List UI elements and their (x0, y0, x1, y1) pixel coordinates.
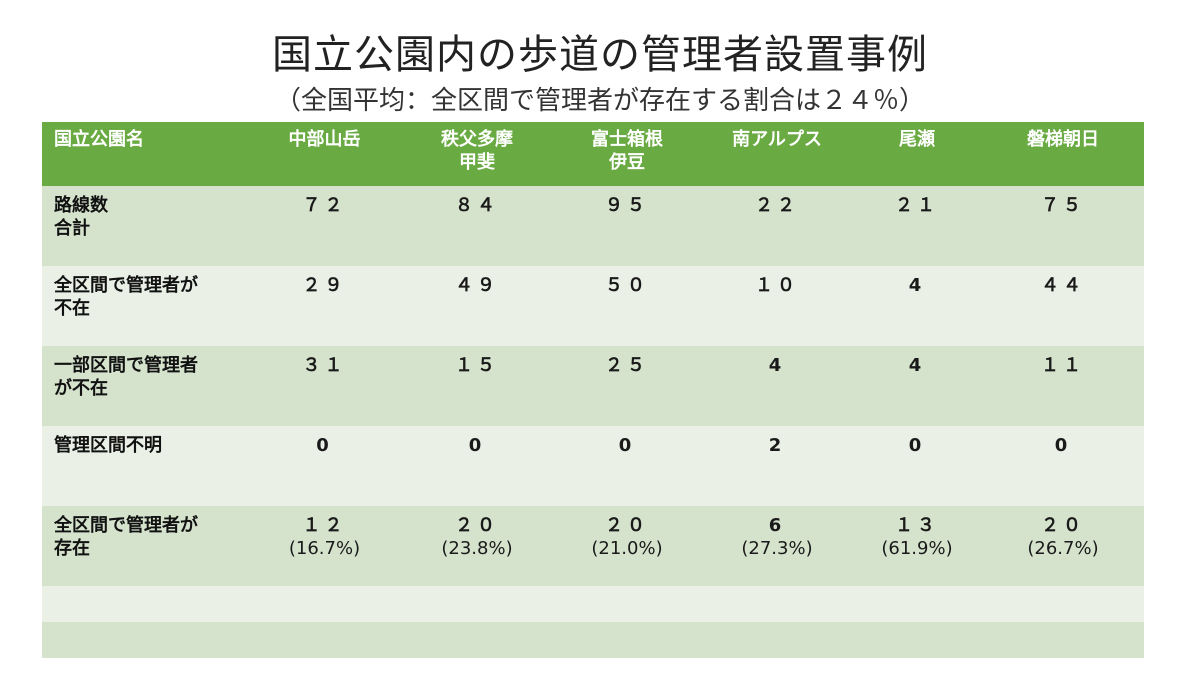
table-row-manager-all: 全区間で管理者が 存在 １２ (16.7%) ２０ (23.8%) ２０ (21.0%… (42, 506, 1144, 586)
table-cell: ７２ (247, 186, 402, 266)
table-cell: ２１ (852, 186, 982, 266)
table-cell: 4 (702, 346, 852, 426)
table-cell: ２０ (23.8%) (402, 506, 552, 586)
table-cell: 0 (852, 426, 982, 506)
table-cell: 0 (247, 426, 402, 506)
table-cell: ２９ (247, 266, 402, 346)
header-chichibu-tama-kai: 秩父多摩 甲斐 (402, 122, 552, 186)
table-cell: 0 (552, 426, 702, 506)
table-cell: １１ (982, 346, 1144, 426)
percent-value: (21.0%) (591, 538, 663, 559)
table-cell: 0 (402, 426, 552, 506)
table-cell: 4 (852, 346, 982, 426)
park-trail-management-table: 国立公園名 中部山岳 秩父多摩 甲斐 富士箱根 伊豆 南アルプス 尾瀬 磐梯朝日… (42, 122, 1144, 658)
table-cell: ５０ (552, 266, 702, 346)
table-row-total-routes: 路線数 合計 ７２ ８４ ９５ ２２ ２１ ７５ (42, 186, 1144, 266)
header-fuji-hakone-izu: 富士箱根 伊豆 (552, 122, 702, 186)
table-cell: ４９ (402, 266, 552, 346)
row-label: 全区間で管理者が 不在 (42, 266, 247, 346)
table-row-no-manager-partial: 一部区間で管理者 が不在 ３１ １５ ２５ 4 4 １１ (42, 346, 1144, 426)
percent-value: (27.3%) (741, 538, 813, 559)
header-park-name: 国立公園名 (42, 122, 247, 186)
header-oze: 尾瀬 (852, 122, 982, 186)
row-label: 一部区間で管理者 が不在 (42, 346, 247, 426)
slide-subtitle: （全国平均：全区間で管理者が存在する割合は２４％） (274, 86, 925, 116)
percent-value: (16.7%) (288, 538, 361, 559)
percent-value: (23.8%) (441, 538, 513, 559)
table-cell: ２０ (21.0%) (552, 506, 702, 586)
table-row-no-manager-all: 全区間で管理者が 不在 ２９ ４９ ５０ １０ 4 ４４ (42, 266, 1144, 346)
empty-table-row (42, 586, 1144, 622)
header-minami-alps: 南アルプス (702, 122, 852, 186)
row-label: 管理区間不明 (42, 426, 247, 506)
percent-value: (61.9%) (881, 538, 953, 559)
table-cell: １２ (16.7%) (247, 506, 402, 586)
table-header-row: 国立公園名 中部山岳 秩父多摩 甲斐 富士箱根 伊豆 南アルプス 尾瀬 磐梯朝日 (42, 122, 1144, 186)
empty-table-row (42, 622, 1144, 658)
row-label: 全区間で管理者が 存在 (42, 506, 247, 586)
table-cell: ２２ (702, 186, 852, 266)
header-chubu-sangaku: 中部山岳 (247, 122, 402, 186)
table-cell: １５ (402, 346, 552, 426)
table-cell: 4 (852, 266, 982, 346)
table-cell: １０ (702, 266, 852, 346)
table-cell: ２０ (26.7%) (982, 506, 1144, 586)
percent-value: (26.7%) (1027, 538, 1099, 559)
header-bandai-asahi: 磐梯朝日 (982, 122, 1144, 186)
table-row-unknown-section: 管理区間不明 0 0 0 2 0 0 (42, 426, 1144, 506)
table-cell: １３ (61.9%) (852, 506, 982, 586)
table-cell: 0 (982, 426, 1144, 506)
row-label: 路線数 合計 (42, 186, 247, 266)
table-cell: ４４ (982, 266, 1144, 346)
table-cell: ７５ (982, 186, 1144, 266)
table-cell: ８４ (402, 186, 552, 266)
table-cell: ３１ (247, 346, 402, 426)
table-cell: ２５ (552, 346, 702, 426)
table-cell: 2 (702, 426, 852, 506)
slide-title: 国立公園内の歩道の管理者設置事例 (272, 32, 928, 78)
table-cell: 6 (27.3%) (702, 506, 852, 586)
table-cell: ９５ (552, 186, 702, 266)
